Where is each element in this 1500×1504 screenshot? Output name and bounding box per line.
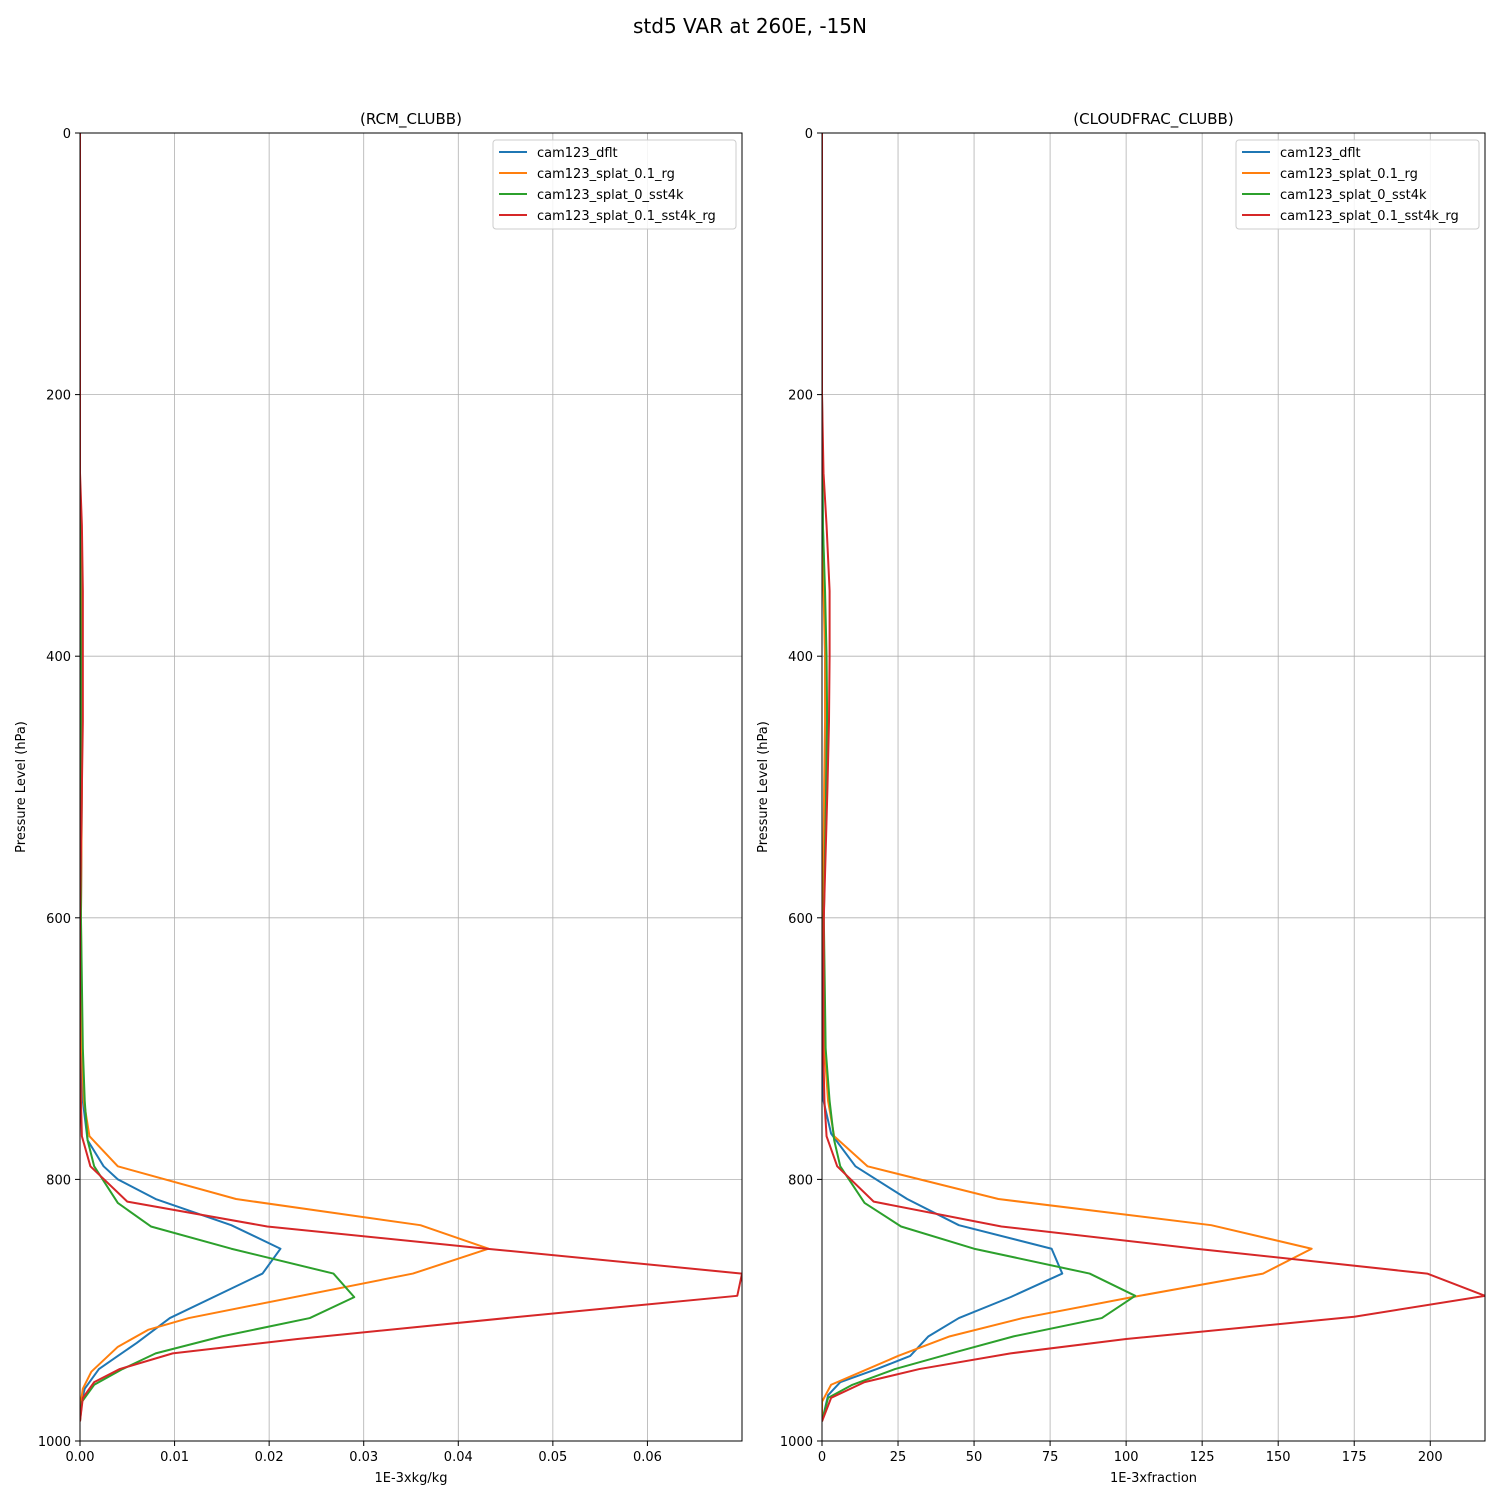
x-axis-label: 1E-3xkg/kg	[374, 1471, 447, 1486]
legend-entry: cam123_splat_0.1_sst4k_rg	[1280, 209, 1459, 224]
x-tick-label: 100	[1114, 1450, 1139, 1465]
x-tick-label: 0.00	[66, 1450, 95, 1465]
legend-box	[1235, 139, 1480, 230]
series-group	[80, 133, 742, 1422]
x-tick-label: 0.02	[255, 1450, 284, 1465]
series-line-4	[80, 133, 742, 1422]
legend: cam123_dflt cam123_splat_0.1_rg cam123_spl…	[1235, 139, 1480, 230]
y-tick-label: 200	[46, 389, 71, 404]
x-tick-label: 200	[1418, 1450, 1443, 1465]
series-line-4	[822, 133, 1485, 1422]
y-tick-label: 600	[46, 912, 71, 927]
x-tick-label: 175	[1342, 1450, 1367, 1465]
y-tick-label: 1000	[38, 1435, 71, 1450]
series-line-1	[80, 133, 282, 1422]
figure-title: std5 VAR at 260E, -15N	[633, 14, 867, 38]
axes-frame	[79, 132, 743, 1442]
x-tick-label: 0.01	[160, 1450, 189, 1465]
y-tick-label: 1000	[780, 1435, 813, 1450]
y-tick-label: 0	[63, 127, 71, 142]
x-tick-label: 150	[1266, 1450, 1291, 1465]
legend-entry: cam123_dflt	[537, 146, 618, 161]
subplot-title: (CLOUDFRAC_CLUBB)	[1073, 110, 1233, 129]
legend-entry: cam123_splat_0_sst4k	[1280, 188, 1427, 203]
axes-frame	[821, 132, 1486, 1442]
legend-box	[492, 139, 737, 230]
y-tick-label: 600	[788, 912, 813, 927]
subplot-2: 0 25 50 75 100 125 150 175 200 0 200 400 600 800 1000 (…	[756, 110, 1486, 1486]
x-tick-label: 75	[1042, 1450, 1059, 1465]
y-axis-label: Pressure Level (hPa)	[14, 721, 29, 853]
series-line-1	[822, 133, 1064, 1422]
y-axis-label: Pressure Level (hPa)	[756, 721, 771, 853]
x-tick-label: 0.04	[444, 1450, 473, 1465]
x-tick-label: 50	[966, 1450, 983, 1465]
legend-entry: cam123_splat_0.1_rg	[537, 167, 675, 182]
legend-entry: cam123_splat_0_sst4k	[537, 188, 684, 203]
y-tick-label: 200	[788, 389, 813, 404]
legend-entry: cam123_splat_0.1_rg	[1280, 167, 1418, 182]
subplot-title: (RCM_CLUBB)	[360, 110, 462, 129]
y-tick-label: 400	[788, 650, 813, 665]
series-line-3	[80, 133, 356, 1422]
legend-entry: cam123_splat_0.1_sst4k_rg	[537, 209, 716, 224]
x-tick-label: 0.06	[633, 1450, 662, 1465]
y-tick-label: 0	[805, 127, 813, 142]
x-tick-label: 0.03	[349, 1450, 378, 1465]
x-axis-label: 1E-3xfraction	[1110, 1471, 1197, 1486]
y-tick-label: 800	[46, 1173, 71, 1188]
y-tick-label: 400	[46, 650, 71, 665]
series-group	[822, 133, 1485, 1422]
subplot-1: 0.00 0.01 0.02 0.03 0.04 0.05 0.06 0 200 400 600 80…	[14, 110, 743, 1486]
x-tick-label: 0.05	[538, 1450, 567, 1465]
legend-entry: cam123_dflt	[1280, 146, 1361, 161]
x-tick-label: 25	[890, 1450, 907, 1465]
x-tick-label: 125	[1190, 1450, 1215, 1465]
series-line-2	[822, 133, 1313, 1422]
x-tick-label: 0	[818, 1450, 826, 1465]
legend: cam123_dflt cam123_splat_0.1_rg cam123_spl…	[492, 139, 737, 230]
y-tick-label: 800	[788, 1173, 813, 1188]
series-line-3	[822, 133, 1137, 1422]
